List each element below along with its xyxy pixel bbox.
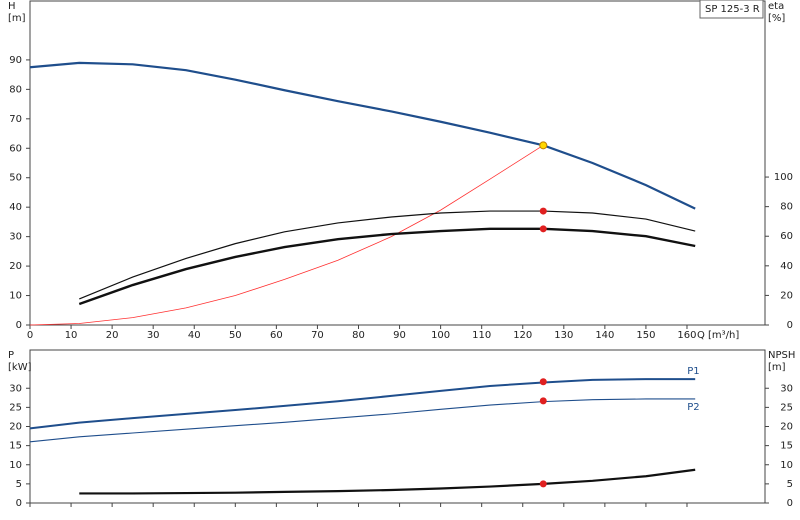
x-tick-label: 40 bbox=[188, 330, 201, 341]
y-tick-label: 10 bbox=[9, 460, 22, 471]
y-tick-label: 20 bbox=[9, 422, 22, 433]
x-tick-label: 90 bbox=[393, 330, 406, 341]
series-line bbox=[29, 398, 696, 443]
y-axis-label: [m] bbox=[8, 13, 26, 24]
y-axis-label: H bbox=[8, 1, 16, 12]
y2-tick-label: 10 bbox=[780, 460, 793, 471]
y2-tick-label: 80 bbox=[780, 202, 793, 213]
x-tick-label: 0 bbox=[27, 330, 33, 341]
x-tick-label: 70 bbox=[311, 330, 324, 341]
series-label: P1 bbox=[687, 366, 699, 377]
x-tick-label: 140 bbox=[595, 330, 614, 341]
operating-point bbox=[539, 207, 547, 215]
operating-point bbox=[539, 480, 547, 488]
plot-frame bbox=[29, 0, 766, 326]
x-axis-label: Q [m³/h] bbox=[697, 330, 739, 341]
x-tick-label: 10 bbox=[65, 330, 78, 341]
y-tick-label: 60 bbox=[9, 143, 22, 154]
y-tick-label: 20 bbox=[9, 261, 22, 272]
y-tick-label: 0 bbox=[16, 498, 22, 509]
y2-tick-label: 0 bbox=[787, 498, 793, 509]
x-tick-label: 100 bbox=[431, 330, 450, 341]
y2-tick-label: 0 bbox=[787, 320, 793, 331]
x-tick-label: 30 bbox=[147, 330, 160, 341]
x-tick-label: 150 bbox=[636, 330, 655, 341]
y-tick-label: 30 bbox=[9, 383, 22, 394]
y-tick-label: 10 bbox=[9, 291, 22, 302]
x-tick-label: 60 bbox=[270, 330, 283, 341]
series-line bbox=[78, 227, 696, 306]
y2-tick-label: 60 bbox=[780, 231, 793, 242]
y-tick-label: 40 bbox=[9, 202, 22, 213]
plot-frame bbox=[29, 349, 766, 504]
y-tick-label: 50 bbox=[9, 173, 22, 184]
y-axis-label: [kW] bbox=[8, 362, 32, 373]
y-tick-label: 5 bbox=[16, 479, 22, 490]
series-line bbox=[29, 144, 544, 326]
x-tick-label: 80 bbox=[352, 330, 365, 341]
operating-point bbox=[539, 397, 547, 405]
y2-tick-label: 30 bbox=[780, 383, 793, 394]
series-line bbox=[79, 468, 696, 495]
x-tick-label: 20 bbox=[106, 330, 119, 341]
series-line bbox=[29, 378, 696, 430]
y2-tick-label: 25 bbox=[780, 402, 793, 413]
y-tick-label: 15 bbox=[9, 441, 22, 452]
y2-tick-label: 20 bbox=[780, 422, 793, 433]
y2-tick-label: 40 bbox=[780, 261, 793, 272]
y-tick-label: 70 bbox=[9, 114, 22, 125]
y2-tick-label: 15 bbox=[780, 441, 793, 452]
y2-tick-label: 20 bbox=[780, 290, 793, 301]
x-tick-label: 160 bbox=[677, 330, 696, 341]
y-tick-label: 90 bbox=[9, 55, 22, 66]
series-label: P2 bbox=[687, 402, 699, 413]
y-tick-label: 25 bbox=[9, 402, 22, 413]
y2-axis-label: NPSH bbox=[768, 350, 795, 361]
x-tick-label: 50 bbox=[229, 330, 242, 341]
operating-point bbox=[539, 225, 547, 233]
y-axis-label: P bbox=[8, 350, 14, 361]
y2-axis-label: eta bbox=[768, 1, 784, 12]
y2-tick-label: 5 bbox=[787, 479, 793, 490]
x-tick-label: 130 bbox=[554, 330, 573, 341]
y2-tick-label: 100 bbox=[774, 172, 793, 183]
series-line bbox=[79, 210, 696, 300]
series-line bbox=[29, 61, 696, 210]
y2-axis-label: [m] bbox=[768, 362, 786, 373]
y-tick-label: 0 bbox=[16, 320, 22, 331]
y-tick-label: 80 bbox=[9, 84, 22, 95]
x-tick-label: 120 bbox=[513, 330, 532, 341]
operating-point bbox=[539, 378, 547, 386]
y2-axis-label: [%] bbox=[768, 13, 785, 24]
operating-point bbox=[539, 141, 548, 150]
title-box bbox=[699, 0, 764, 19]
chart-title: SP 125-3 R bbox=[705, 4, 760, 15]
x-tick-label: 110 bbox=[472, 330, 491, 341]
y-tick-label: 30 bbox=[9, 232, 22, 243]
